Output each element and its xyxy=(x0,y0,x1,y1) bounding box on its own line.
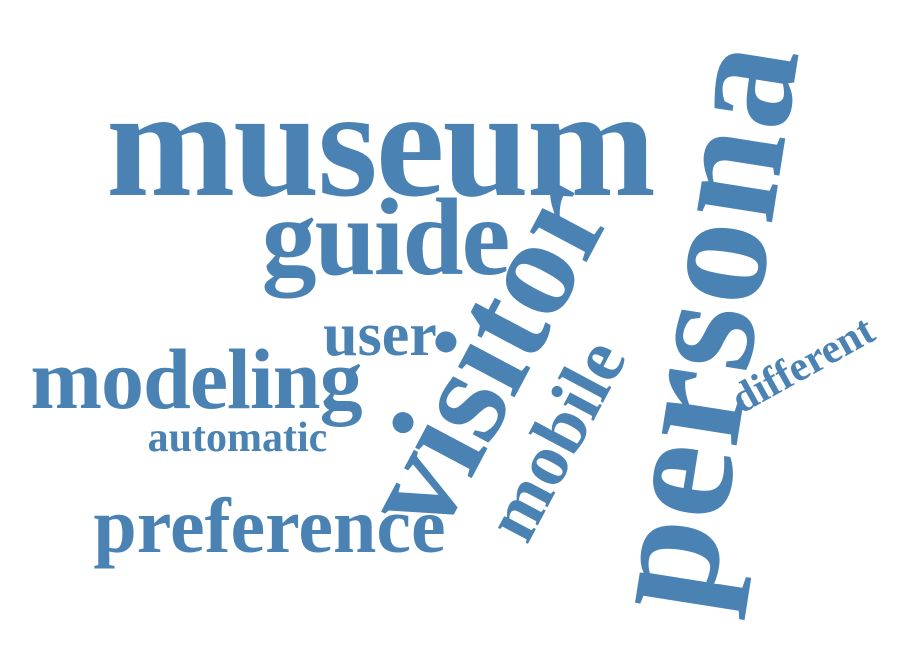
word-preference: preference xyxy=(93,482,446,569)
word-automatic: automatic xyxy=(147,415,328,461)
word-modeling: modeling xyxy=(30,331,362,427)
word-guide: guide xyxy=(261,176,511,298)
word-user: user xyxy=(323,301,437,369)
word-museum: museum xyxy=(106,57,656,229)
